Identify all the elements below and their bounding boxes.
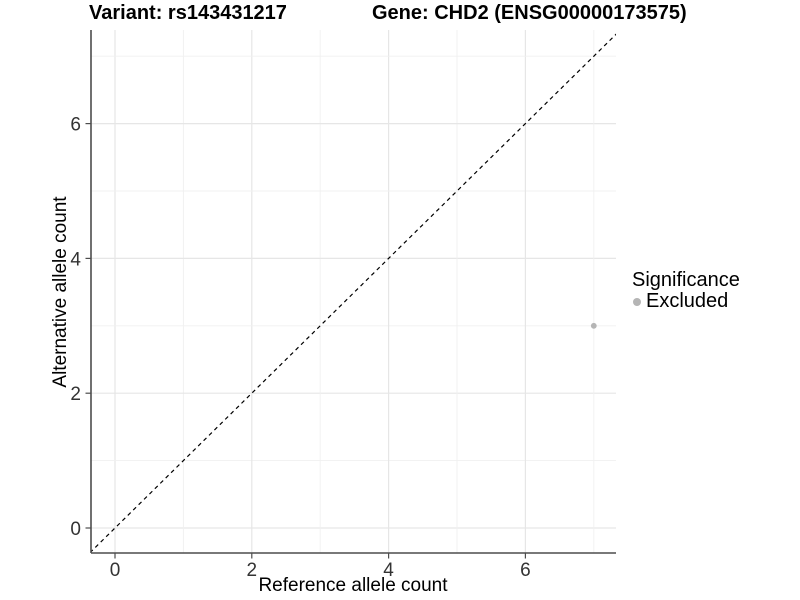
- data-point-0: [590, 322, 597, 329]
- y-axis-label: Alternative allele count: [50, 196, 71, 388]
- y-tick-label-6: 6: [70, 115, 81, 136]
- x-tick-label-0: 0: [110, 560, 121, 581]
- plot-title-gene: Gene: CHD2 (ENSG00000173575): [372, 2, 687, 24]
- legend-item-excluded: Excluded: [633, 291, 728, 312]
- y-tick-label-2: 2: [70, 384, 81, 405]
- y-tick-label-4: 4: [70, 249, 81, 270]
- legend-key-dot-icon: [633, 297, 641, 306]
- identity-line-dashed: [91, 33, 616, 553]
- x-tick-label-6: 6: [520, 560, 531, 581]
- y-tick-label-0: 0: [70, 519, 81, 540]
- x-axis-label: Reference allele count: [258, 575, 448, 596]
- legend-item-label: Excluded: [646, 290, 729, 312]
- legend-title: Significance: [632, 269, 740, 291]
- plot-title-variant: Variant: rs143431217: [89, 2, 287, 24]
- x-tick-label-4: 4: [383, 560, 394, 581]
- x-tick-label-2: 2: [247, 560, 258, 581]
